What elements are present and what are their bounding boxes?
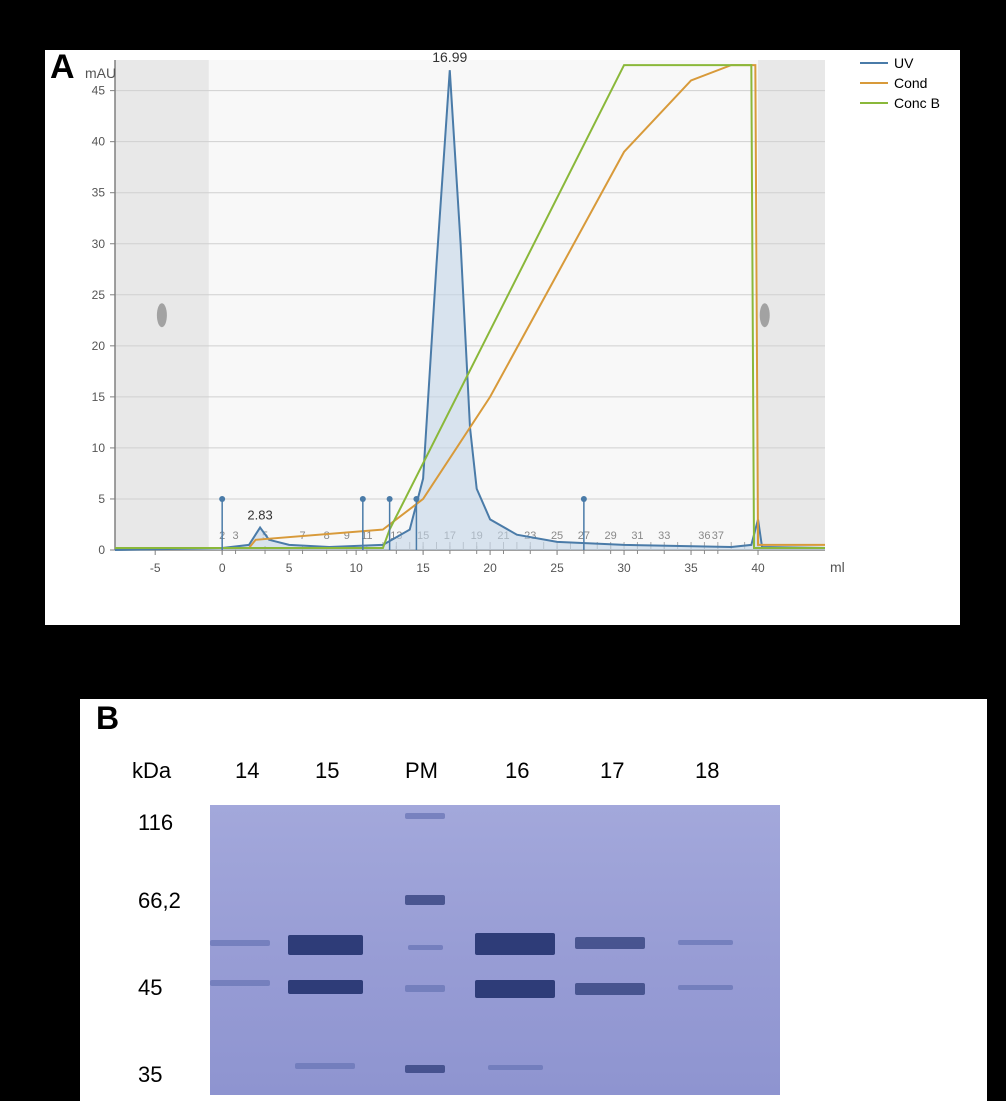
legend-swatch-cond: [860, 82, 888, 84]
svg-text:37: 37: [712, 530, 724, 542]
svg-text:35: 35: [684, 561, 698, 575]
gel-band: [408, 945, 443, 950]
gel-band: [210, 980, 270, 986]
kda-marker-35: 35: [138, 1062, 162, 1088]
legend-item-concb: Conc B: [860, 95, 940, 111]
legend-swatch-uv: [860, 62, 888, 64]
panel-b-label: B: [96, 700, 119, 737]
svg-text:3: 3: [233, 530, 239, 542]
gel-lane-header-PM: PM: [405, 758, 438, 784]
svg-text:36: 36: [698, 530, 710, 542]
gel-band: [210, 940, 270, 946]
gel-band: [575, 937, 645, 949]
kda-marker-116: 116: [138, 810, 173, 836]
svg-text:35: 35: [92, 186, 106, 200]
svg-text:-5: -5: [150, 561, 161, 575]
svg-text:20: 20: [483, 561, 497, 575]
gel-image: [210, 805, 780, 1095]
chart-legend: UV Cond Conc B: [860, 55, 940, 115]
gel-lane-header-16: 16: [505, 758, 529, 784]
kda-marker-45: 45: [138, 975, 162, 1001]
svg-text:20: 20: [92, 339, 106, 353]
svg-text:25: 25: [92, 288, 106, 302]
gel-lane-header-17: 17: [600, 758, 624, 784]
legend-label-cond: Cond: [894, 75, 927, 91]
gel-band: [405, 895, 445, 905]
gel-lane-header-14: 14: [235, 758, 259, 784]
legend-item-cond: Cond: [860, 75, 940, 91]
svg-text:40: 40: [751, 561, 765, 575]
svg-text:30: 30: [617, 561, 631, 575]
gel-band: [405, 813, 445, 819]
svg-text:ml: ml: [830, 559, 845, 575]
svg-text:5: 5: [286, 561, 293, 575]
svg-text:10: 10: [349, 561, 363, 575]
svg-text:15: 15: [416, 561, 430, 575]
svg-text:25: 25: [550, 561, 564, 575]
gel-lane-header-18: 18: [695, 758, 719, 784]
svg-text:25: 25: [551, 530, 563, 542]
panel-a-label: A: [50, 48, 75, 87]
legend-label-concb: Conc B: [894, 95, 940, 111]
legend-swatch-concb: [860, 102, 888, 104]
gel-band: [575, 983, 645, 995]
svg-text:16.99: 16.99: [432, 50, 467, 65]
svg-text:0: 0: [219, 561, 226, 575]
svg-text:15: 15: [92, 390, 106, 404]
svg-text:10: 10: [92, 441, 106, 455]
gel-band: [295, 1063, 355, 1069]
gel-band: [405, 985, 445, 992]
kda-marker-66,2: 66,2: [138, 888, 181, 914]
chromatogram-chart: 0 5 10 15 20 25 30 35 40 45 -5 0 5 10 15 20 25 30 35 40 mAU m…: [45, 50, 845, 625]
gel-band: [678, 985, 733, 990]
svg-text:33: 33: [658, 530, 670, 542]
gel-band: [488, 1065, 543, 1070]
svg-text:45: 45: [92, 84, 106, 98]
gel-band: [288, 935, 363, 955]
svg-text:30: 30: [92, 237, 106, 251]
legend-label-uv: UV: [894, 55, 913, 71]
gel-lane-header-15: 15: [315, 758, 339, 784]
svg-text:8: 8: [324, 530, 330, 542]
gel-band: [288, 980, 363, 994]
chromatogram-svg: 0 5 10 15 20 25 30 35 40 45 -5 0 5 10 15 20 25 30 35 40 mAU m…: [45, 50, 845, 625]
gel-band: [405, 1065, 445, 1073]
svg-text:mAU: mAU: [85, 65, 116, 81]
legend-item-uv: UV: [860, 55, 940, 71]
gel-band: [475, 933, 555, 955]
kda-header: kDa: [132, 758, 171, 784]
gel-band: [678, 940, 733, 945]
svg-text:5: 5: [98, 492, 105, 506]
svg-text:40: 40: [92, 135, 106, 149]
svg-text:2.83: 2.83: [247, 508, 272, 523]
gel-band: [475, 980, 555, 998]
svg-text:31: 31: [631, 530, 643, 542]
svg-text:29: 29: [605, 530, 617, 542]
svg-text:0: 0: [98, 543, 105, 557]
